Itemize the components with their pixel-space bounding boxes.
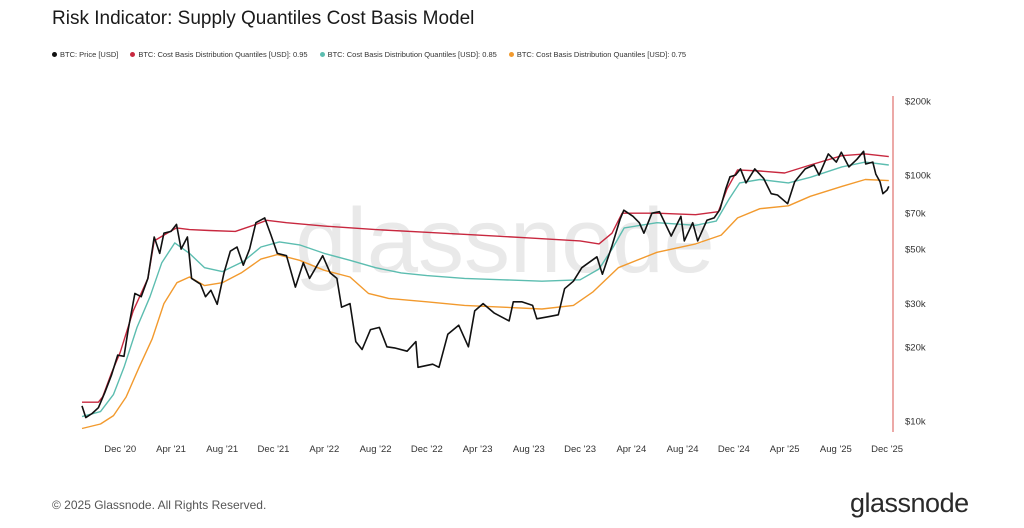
- x-tick-label: Apr '21: [156, 444, 186, 455]
- x-tick-label: Aug '23: [513, 444, 545, 455]
- x-tick-label: Aug '25: [820, 444, 852, 455]
- x-tick-label: Dec '21: [258, 444, 290, 455]
- y-tick-label: $30k: [905, 299, 926, 310]
- legend-label-q85: BTC: Cost Basis Distribution Quantiles […: [327, 50, 497, 59]
- legend: BTC: Price [USD] BTC: Cost Basis Distrib…: [52, 50, 686, 59]
- x-tick-label: Apr '24: [616, 444, 646, 455]
- x-tick-label: Aug '22: [360, 444, 392, 455]
- watermark-text: glassnode: [295, 190, 714, 292]
- legend-item-price[interactable]: BTC: Price [USD]: [52, 50, 118, 59]
- legend-marker-q85: [319, 52, 325, 57]
- legend-marker-q75: [508, 52, 514, 57]
- legend-label-q75: BTC: Cost Basis Distribution Quantiles […: [516, 50, 687, 59]
- y-tick-label: $20k: [905, 342, 926, 353]
- x-tick-label: Dec '24: [718, 444, 750, 455]
- legend-marker-price: [52, 52, 57, 57]
- x-axis-ticks: Dec '20 Apr '21 Aug '21 Dec '21 Apr '22 Aug '…: [104, 444, 903, 455]
- x-tick-label: Dec '23: [564, 444, 596, 455]
- series-line-price[interactable]: [81, 150, 890, 419]
- x-tick-label: Aug '24: [667, 444, 699, 455]
- legend-item-q95[interactable]: BTC: Cost Basis Distribution Quantiles […: [130, 50, 308, 59]
- legend-item-q85[interactable]: BTC: Cost Basis Distribution Quantiles […: [319, 50, 497, 59]
- y-tick-label: $70k: [905, 209, 926, 220]
- y-axis-ticks: $200k $100k $70k $50k $30k $20k $10k: [905, 97, 931, 428]
- chart-title: Risk Indicator: Supply Quantiles Cost Ba…: [52, 8, 475, 29]
- brand-logo[interactable]: glassnode: [850, 488, 969, 518]
- legend-label-q95: BTC: Cost Basis Distribution Quantiles […: [138, 50, 308, 59]
- x-tick-label: Aug '21: [206, 444, 238, 455]
- legend-item-q75[interactable]: BTC: Cost Basis Distribution Quantiles […: [508, 50, 687, 59]
- y-tick-label: $50k: [905, 245, 926, 256]
- series-line-q85[interactable]: [81, 161, 889, 418]
- legend-marker-q95: [130, 52, 136, 57]
- series-layer: [81, 150, 890, 430]
- x-tick-label: Dec '25: [871, 444, 903, 455]
- x-tick-label: Dec '22: [411, 444, 443, 455]
- y-tick-label: $10k: [905, 416, 926, 427]
- series-line-q75[interactable]: [81, 178, 889, 430]
- y-tick-label: $100k: [905, 171, 931, 182]
- x-tick-label: Apr '22: [309, 444, 339, 455]
- x-tick-label: Dec '20: [104, 444, 136, 455]
- x-tick-label: Apr '25: [770, 444, 800, 455]
- y-tick-label: $200k: [905, 97, 931, 108]
- copyright-footer: © 2025 Glassnode. All Rights Reserved.: [52, 498, 267, 512]
- legend-label-price: BTC: Price [USD]: [60, 50, 119, 59]
- x-tick-label: Apr '23: [463, 444, 493, 455]
